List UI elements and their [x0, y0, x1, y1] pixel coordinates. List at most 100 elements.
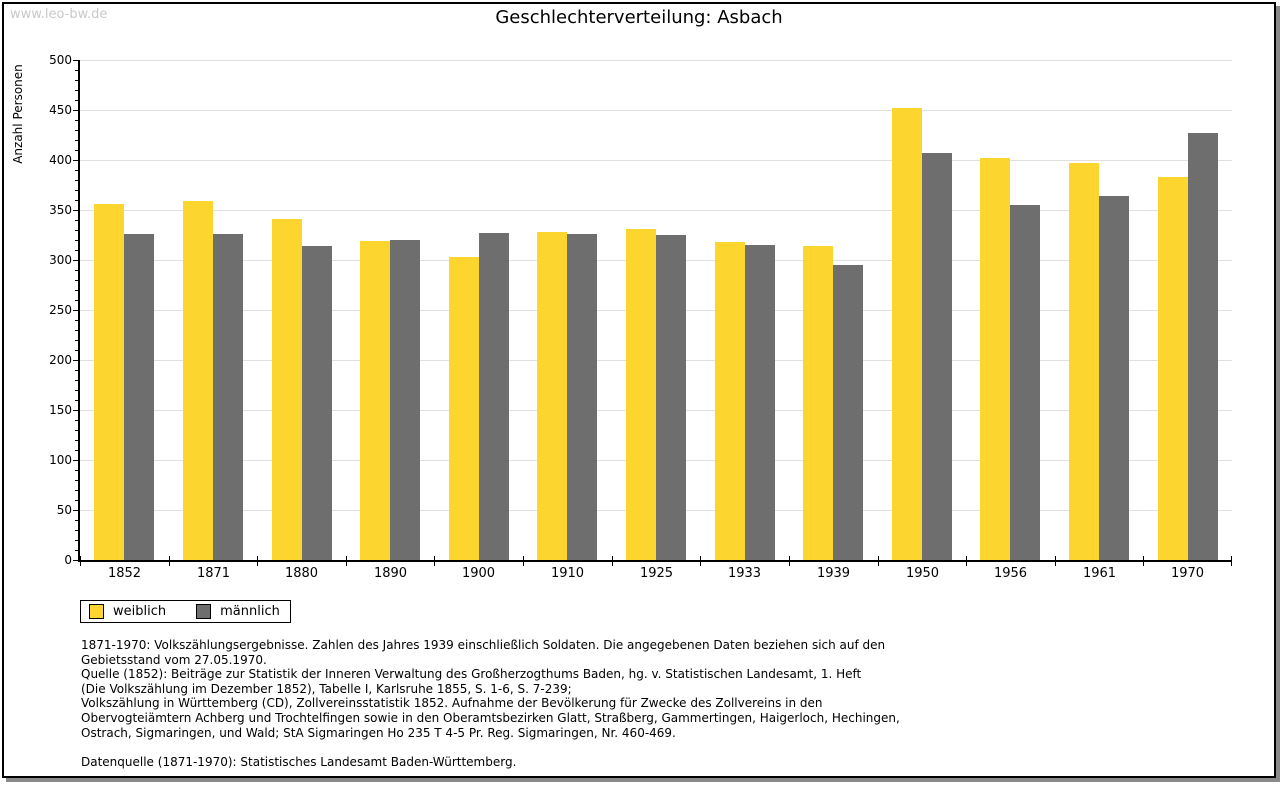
y-axis-minor-tick	[75, 230, 80, 231]
y-axis-minor-tick	[75, 300, 80, 301]
source-note-line: (Die Volkszählung im Dezember 1852), Tab…	[81, 681, 572, 696]
bar-männlich-1871	[213, 234, 243, 560]
y-axis-minor-tick	[75, 470, 80, 471]
y-axis-major-tick	[73, 110, 80, 111]
y-axis-minor-tick	[75, 240, 80, 241]
y-gridline	[80, 160, 1232, 161]
bar-männlich-1961	[1099, 196, 1129, 560]
x-axis-tick	[789, 556, 790, 566]
x-axis-category-label: 1852	[107, 566, 142, 581]
y-axis-minor-tick	[75, 140, 80, 141]
x-axis-category-label: 1890	[373, 566, 408, 581]
y-axis-minor-tick	[75, 90, 80, 91]
y-axis-tick-label: 0	[64, 553, 72, 567]
bar-männlich-1970	[1188, 133, 1218, 560]
bar-männlich-1880	[302, 246, 332, 560]
bar-weiblich-1880	[272, 219, 302, 560]
y-axis-minor-tick	[75, 130, 80, 131]
y-axis-minor-tick	[75, 490, 80, 491]
bar-weiblich-1871	[183, 201, 213, 560]
x-axis-category-label: 1933	[727, 566, 762, 581]
y-axis-tick-label: 400	[49, 153, 72, 167]
bar-männlich-1956	[1010, 205, 1040, 560]
y-axis-minor-tick	[75, 550, 80, 551]
x-axis-category-label: 1910	[550, 566, 585, 581]
page-frame: www.leo-bw.de Geschlechterverteilung: As…	[2, 2, 1276, 778]
y-axis-minor-tick	[75, 480, 80, 481]
x-axis-tick	[1231, 556, 1232, 566]
x-axis-category-label: 1880	[284, 566, 319, 581]
y-axis-major-tick	[73, 260, 80, 261]
source-note-line: Ostrach, Sigmaringen, und Wald; StA Sigm…	[81, 725, 676, 740]
y-axis-minor-tick	[75, 370, 80, 371]
bar-weiblich-1933	[715, 242, 745, 560]
bar-weiblich-1950	[892, 108, 922, 560]
bar-männlich-1910	[567, 234, 597, 560]
y-axis-minor-tick	[75, 200, 80, 201]
y-axis-tick-label: 50	[56, 503, 72, 517]
y-axis-minor-tick	[75, 280, 80, 281]
x-axis-tick	[346, 556, 347, 566]
y-axis-tick-label: 150	[49, 403, 72, 417]
x-axis-tick	[434, 556, 435, 566]
y-axis-minor-tick	[75, 520, 80, 521]
y-axis-major-tick	[73, 60, 80, 61]
source-note-line: Volkszählung in Württemberg (CD), Zollve…	[81, 696, 823, 711]
y-axis-minor-tick	[75, 150, 80, 151]
x-axis-tick	[700, 556, 701, 566]
source-note-line: Quelle (1852): Beiträge zur Statistik de…	[81, 667, 862, 682]
y-axis-tick-label: 200	[49, 353, 72, 367]
x-axis-tick	[612, 556, 613, 566]
y-axis-minor-tick	[75, 340, 80, 341]
x-axis-tick	[523, 556, 524, 566]
y-axis-minor-tick	[75, 450, 80, 451]
x-axis-category-label: 1871	[196, 566, 231, 581]
y-axis-major-tick	[73, 160, 80, 161]
legend-swatch-weiblich	[89, 604, 104, 619]
source-note-line	[81, 740, 900, 755]
y-axis-major-tick	[73, 410, 80, 411]
y-gridline	[80, 110, 1232, 111]
x-axis-category-label: 1900	[461, 566, 496, 581]
y-axis-minor-tick	[75, 390, 80, 391]
bar-weiblich-1852	[94, 204, 124, 560]
y-axis-tick-label: 500	[49, 53, 72, 67]
y-axis-tick-label: 450	[49, 103, 72, 117]
x-axis-tick	[169, 556, 170, 566]
source-note-line: Gebietsstand vom 27.05.1970.	[81, 652, 267, 667]
bar-weiblich-1939	[803, 246, 833, 560]
bar-weiblich-1900	[449, 257, 479, 560]
bar-weiblich-1970	[1158, 177, 1188, 560]
y-gridline	[80, 210, 1232, 211]
plot-area: 0 50 100 150 200 250 300 350 400 450 500 1852 1871 18…	[49, 53, 1232, 581]
y-axis-label: Anzahl Personen	[11, 64, 25, 164]
x-axis-tick	[878, 556, 879, 566]
y-axis-minor-tick	[75, 80, 80, 81]
bar-weiblich-1910	[537, 232, 567, 560]
x-axis-tick	[80, 556, 81, 566]
y-axis-minor-tick	[75, 70, 80, 71]
legend-label-weiblich: weiblich	[113, 604, 167, 619]
y-axis-minor-tick	[75, 500, 80, 501]
source-note-line: Datenquelle (1871-1970): Statistisches L…	[81, 754, 517, 769]
y-axis-minor-tick	[75, 440, 80, 441]
y-axis-major-tick	[73, 210, 80, 211]
y-axis-minor-tick	[75, 180, 80, 181]
y-axis-tick-label: 350	[49, 203, 72, 217]
y-axis-major-tick	[73, 560, 80, 561]
source-note-line: Obervogteiämtern Achberg und Trochtelfin…	[81, 710, 900, 725]
x-axis-tick	[1055, 556, 1056, 566]
y-axis-tick-label: 250	[49, 303, 72, 317]
y-axis-major-tick	[73, 510, 80, 511]
y-axis-minor-tick	[75, 430, 80, 431]
x-axis-category-label: 1956	[993, 566, 1028, 581]
bar-männlich-1950	[922, 153, 952, 560]
x-axis-tick	[257, 556, 258, 566]
y-axis-tick-label: 300	[49, 253, 72, 267]
y-axis-major-tick	[73, 360, 80, 361]
y-axis-minor-tick	[75, 420, 80, 421]
bar-weiblich-1961	[1069, 163, 1099, 560]
source-note-line: 1871-1970: Volkszählungsergebnisse. Zahl…	[81, 638, 886, 652]
y-axis-minor-tick	[75, 530, 80, 531]
y-gridline	[80, 60, 1232, 61]
